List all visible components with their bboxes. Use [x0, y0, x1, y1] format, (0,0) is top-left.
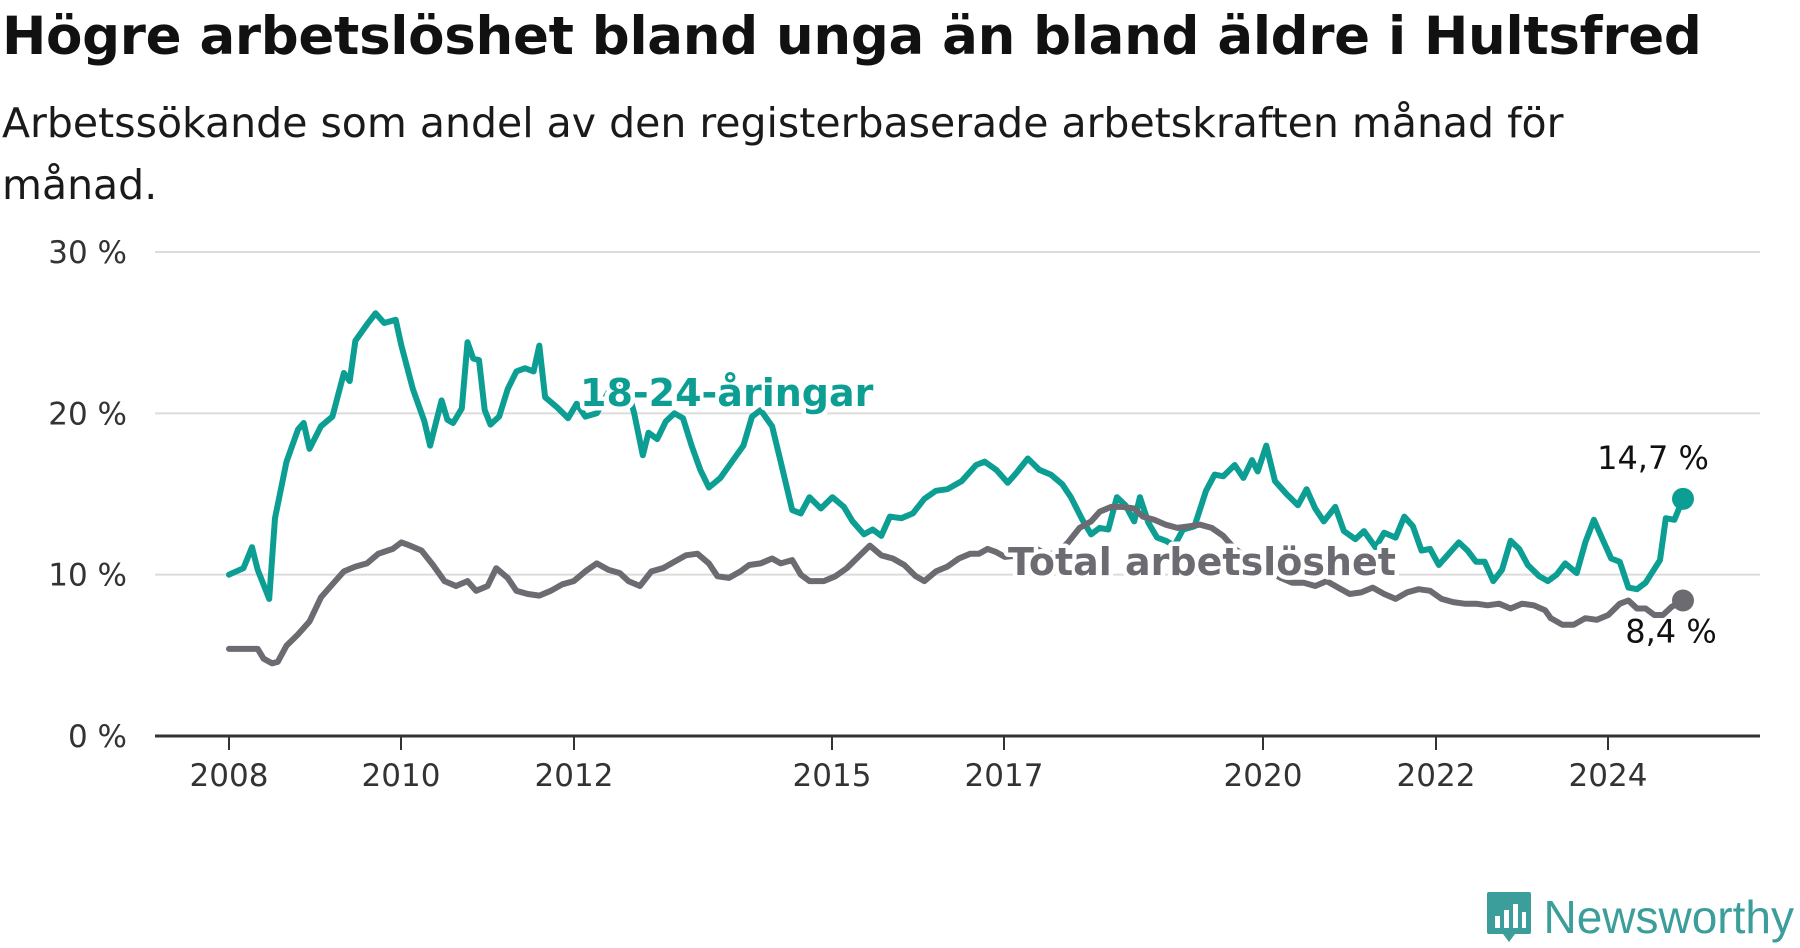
chart-title: Högre arbetslöshet bland unga än bland ä… [2, 6, 1702, 67]
newsworthy-logo-icon [1487, 892, 1532, 942]
end-label-youth: 14,7 % [1597, 439, 1709, 477]
series-label-total: Total arbetslöshet [1008, 540, 1396, 584]
y-tick-label: 0 % [68, 719, 127, 755]
x-tick-label: 2017 [965, 758, 1044, 794]
y-tick-label: 20 % [48, 396, 127, 432]
x-tick-label: 2012 [535, 758, 614, 794]
y-tick-label: 10 % [48, 558, 127, 594]
series-label-youth: 18-24-åringar [580, 371, 874, 415]
series-end-point-youth [1672, 487, 1694, 510]
x-tick-label: 2022 [1397, 758, 1476, 794]
series-end-point-total [1672, 589, 1694, 612]
x-tick-label: 2008 [190, 758, 269, 794]
series-line-youth [226, 310, 1686, 602]
x-tick-label: 2010 [362, 758, 441, 794]
chart-subtitle: Arbetssökande som andel av den registerb… [2, 99, 1564, 209]
y-tick-label: 30 % [48, 235, 127, 271]
brand: Newsworthy [1485, 890, 1794, 944]
end-label-total: 8,4 % [1625, 612, 1716, 650]
brand-name: Newsworthy [1543, 891, 1794, 943]
x-tick-label: 2020 [1224, 758, 1303, 794]
x-tick-label: 2015 [793, 758, 872, 794]
series-line-total [226, 503, 1686, 667]
x-tick-label: 2024 [1569, 758, 1648, 794]
